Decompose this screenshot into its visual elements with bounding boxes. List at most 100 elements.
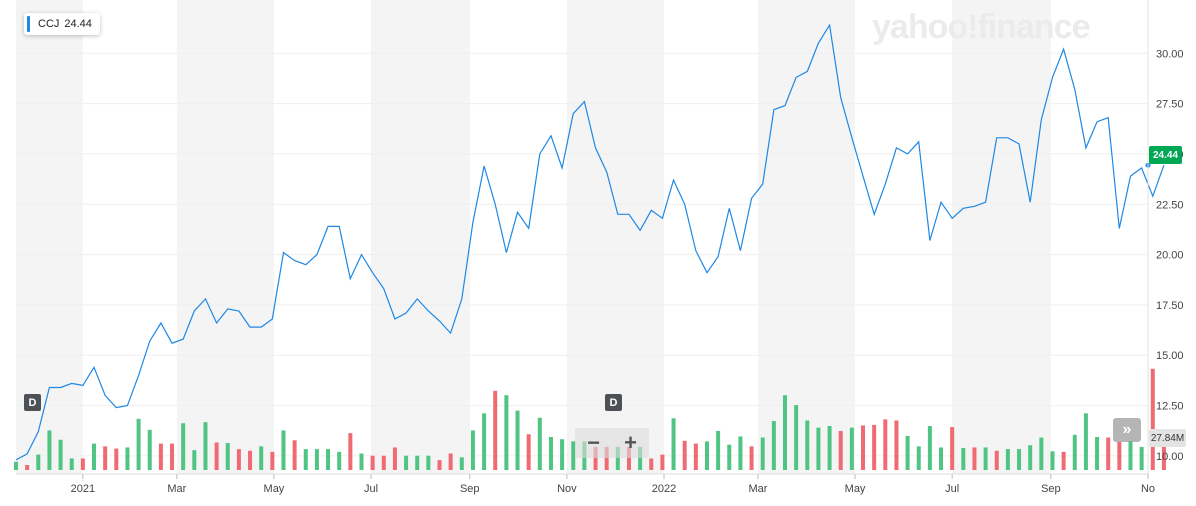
- zoom-out-button[interactable]: −: [587, 430, 600, 455]
- current-volume-flag: 27.84M: [1149, 429, 1186, 447]
- volume-bar: [80, 458, 85, 470]
- legend[interactable]: CCJ 24.44: [24, 13, 100, 35]
- volume-bar: [381, 455, 386, 470]
- volume-bar: [426, 455, 431, 470]
- volume-bar: [392, 447, 397, 470]
- x-tick-label: May: [845, 483, 866, 495]
- dividend-marker[interactable]: D: [24, 394, 41, 411]
- price-line: [15, 23, 1165, 461]
- volume-bar: [883, 419, 888, 470]
- y-tick-label: 20.00: [1156, 250, 1184, 262]
- volume-bar: [560, 439, 565, 470]
- volume-bar: [760, 437, 765, 470]
- volume-bar: [58, 439, 63, 470]
- volume-bar: [537, 417, 542, 470]
- volume-bar: [827, 426, 832, 470]
- volume-bar: [303, 449, 308, 470]
- volume-bar: [504, 395, 509, 470]
- volume-bar: [482, 413, 487, 470]
- volume-bar: [749, 446, 754, 470]
- volume-bar: [738, 436, 743, 470]
- volume-bar: [526, 434, 531, 470]
- volume-bar: [1106, 437, 1111, 470]
- x-tick-label: 2022: [652, 483, 676, 495]
- volume-bar: [69, 458, 74, 470]
- volume-bar: [649, 458, 654, 470]
- legend-swatch: [27, 16, 30, 32]
- volume-bar: [404, 455, 409, 470]
- volume-bar: [292, 440, 297, 470]
- volume-bar: [147, 429, 152, 470]
- volume-bar: [1072, 434, 1077, 470]
- volume-bar: [916, 446, 921, 470]
- y-tick-label: 10.00: [1156, 451, 1184, 463]
- yahoo-finance-logo: yahoo!finance: [872, 8, 1090, 46]
- x-tick-label: Mar: [748, 483, 767, 495]
- volume-bar: [236, 449, 241, 470]
- x-tick-label: Mar: [167, 483, 186, 495]
- volume-bar: [181, 423, 186, 470]
- volume-bar: [192, 450, 197, 470]
- volume-bar: [1139, 446, 1144, 470]
- x-tick-label: Sep: [460, 483, 480, 495]
- zoom-controls: − +: [575, 428, 649, 458]
- volume-bar: [905, 435, 910, 470]
- volume-bar: [370, 455, 375, 470]
- x-tick-label: May: [264, 483, 285, 495]
- volume-bar: [927, 426, 932, 470]
- period-bands: [16, 0, 1051, 474]
- volume-bar: [983, 447, 988, 470]
- volume-bar: [805, 420, 810, 470]
- x-tick-label: Sep: [1041, 483, 1061, 495]
- volume-bar: [861, 425, 866, 470]
- volume-bar: [571, 441, 576, 470]
- volume-bar: [359, 453, 364, 470]
- volume-bar: [225, 443, 230, 470]
- dividend-marker[interactable]: D: [605, 394, 622, 411]
- volume-bar: [1161, 442, 1166, 470]
- volume-bar: [459, 457, 464, 470]
- volume-bar: [972, 447, 977, 470]
- y-tick-label: 17.50: [1156, 300, 1184, 312]
- y-tick-label: 22.50: [1156, 199, 1184, 211]
- period-band: [176, 0, 274, 474]
- y-axis-ticks: 30.0027.5025.0022.5020.0017.5015.0012.50…: [1156, 48, 1184, 463]
- volume-bar: [136, 418, 141, 470]
- zoom-in-button[interactable]: +: [624, 430, 637, 455]
- volume-bar: [615, 446, 620, 470]
- volume-bar: [92, 443, 97, 470]
- volume-bar: [638, 446, 643, 470]
- volume-bar: [660, 454, 665, 470]
- volume-bar: [1005, 449, 1010, 470]
- volume-bar: [47, 430, 52, 470]
- period-band: [757, 0, 856, 474]
- volume-bar: [170, 443, 175, 470]
- volume-bar: [448, 453, 453, 470]
- volume-bar: [1017, 449, 1022, 470]
- y-tick-label: 27.50: [1156, 99, 1184, 111]
- volume-bar: [682, 440, 687, 470]
- volume-bar: [548, 437, 553, 470]
- volume-bar: [1061, 451, 1066, 470]
- volume-bar: [203, 422, 208, 470]
- volume-bar: [626, 446, 631, 470]
- volume-bar: [337, 451, 342, 470]
- volume-bar: [1128, 441, 1133, 470]
- volume-bar: [1028, 445, 1033, 470]
- x-tick-label: Jul: [364, 483, 378, 495]
- volume-bar: [326, 449, 331, 470]
- volume-bar: [25, 465, 30, 470]
- volume-bar: [782, 395, 787, 470]
- volume-bar: [894, 420, 899, 470]
- scroll-to-latest-button[interactable]: »: [1113, 418, 1141, 442]
- period-band: [371, 0, 470, 474]
- volume-bar: [994, 450, 999, 470]
- volume-bar: [515, 410, 520, 470]
- x-tick-label: No: [1141, 483, 1155, 495]
- volume-bar: [1095, 437, 1100, 470]
- volume-bar: [114, 448, 119, 470]
- volume-bar: [671, 418, 676, 470]
- volume-bar: [248, 450, 253, 470]
- volume-bar: [771, 421, 776, 470]
